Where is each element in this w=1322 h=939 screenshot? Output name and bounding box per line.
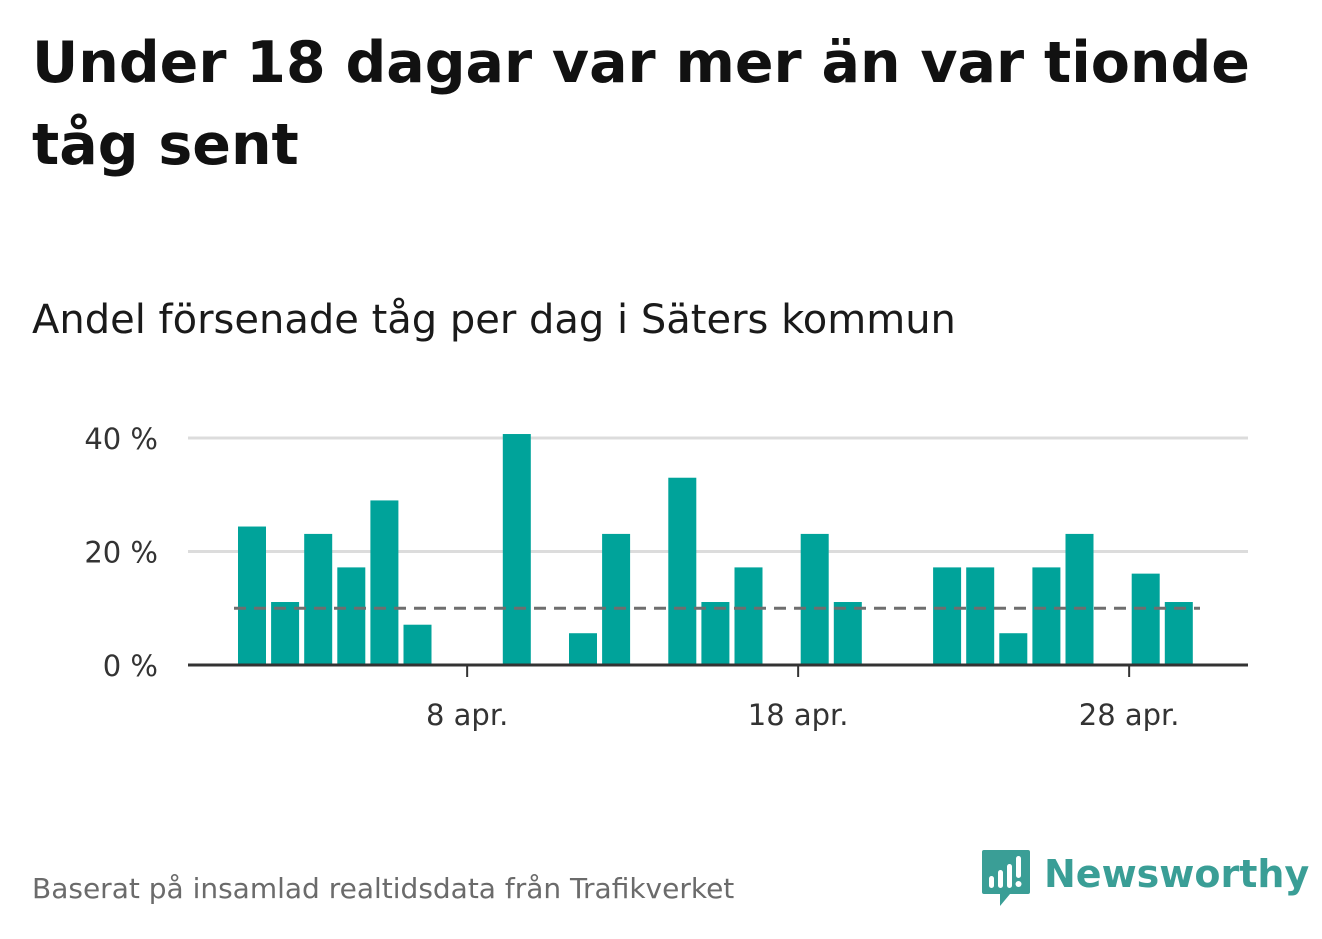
bar bbox=[833, 602, 862, 665]
bar bbox=[999, 633, 1028, 665]
bar bbox=[370, 500, 399, 665]
x-tick-label: 28 apr. bbox=[1079, 698, 1180, 732]
axes: 0 % 20 % 40 % 8 apr. 18 apr. 28 apr. bbox=[84, 422, 1248, 732]
source-note: Baserat på insamlad realtidsdata från Tr… bbox=[32, 872, 735, 905]
bar bbox=[569, 633, 597, 665]
bar bbox=[238, 526, 266, 665]
bar bbox=[1032, 567, 1061, 665]
bars bbox=[238, 434, 1193, 665]
bar bbox=[734, 567, 763, 665]
bar bbox=[668, 477, 697, 665]
bar bbox=[1065, 533, 1094, 665]
x-tick-label: 18 apr. bbox=[748, 698, 849, 732]
y-tick-label: 0 % bbox=[103, 649, 158, 683]
chart-title: Under 18 dagar var mer än var tionde tåg… bbox=[32, 30, 1250, 178]
bar bbox=[602, 533, 631, 665]
bar bbox=[800, 533, 829, 665]
bar bbox=[1164, 602, 1193, 665]
y-tick-label: 20 % bbox=[84, 536, 158, 570]
bar bbox=[933, 567, 962, 665]
bar bbox=[701, 602, 730, 665]
bar bbox=[337, 567, 366, 665]
newsworthy-logo-icon bbox=[982, 850, 1030, 906]
brand: Newsworthy bbox=[980, 848, 1309, 910]
bar bbox=[271, 602, 300, 665]
bar bbox=[502, 434, 531, 665]
bar bbox=[304, 533, 333, 665]
bar bbox=[1131, 573, 1160, 665]
bar bbox=[403, 624, 432, 665]
bar bbox=[966, 567, 995, 665]
brand-name: Newsworthy bbox=[1044, 852, 1310, 896]
bar-chart: 0 % 20 % 40 % 8 apr. 18 apr. 28 apr. bbox=[84, 422, 1248, 732]
x-tick-label: 8 apr. bbox=[426, 698, 508, 732]
chart-subtitle: Andel försenade tåg per dag i Säters kom… bbox=[32, 297, 956, 343]
y-tick-label: 40 % bbox=[84, 422, 158, 456]
